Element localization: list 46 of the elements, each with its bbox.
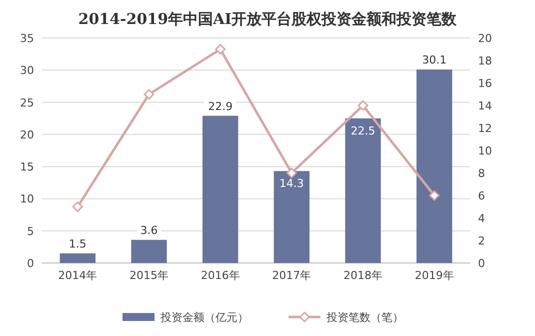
- y-tick-label: 35: [20, 32, 34, 45]
- y-tick-label: 25: [20, 96, 34, 110]
- y2-tick-label: 6: [478, 190, 485, 202]
- y2-tick-label: 0: [478, 257, 485, 270]
- point: [286, 168, 297, 178]
- bar: [131, 240, 167, 263]
- x-tick-label: 2017年: [272, 269, 312, 282]
- bar: [416, 70, 452, 263]
- y2-tick-label: 2: [478, 234, 485, 248]
- legend-label: 投资笔数（笔）: [326, 311, 404, 324]
- data-label: 1.5: [68, 237, 86, 250]
- point: [72, 202, 83, 212]
- data-label: 22.5: [350, 124, 376, 138]
- bar: [60, 253, 96, 263]
- y-tick-label: 20: [20, 128, 34, 142]
- y-tick-label: 0: [27, 257, 34, 270]
- y2-tick-label: 4: [478, 212, 485, 225]
- x-tick-label: 2019年: [414, 269, 454, 282]
- y2-tick-label: 18: [478, 54, 492, 68]
- chart-title: 2014-2019年中国AI开放平台股权投资金额和投资笔数: [78, 10, 458, 28]
- bar: [202, 116, 238, 263]
- legend-label: 投资金额（亿元）: [160, 311, 248, 324]
- x-tick-label: 2016年: [200, 269, 240, 282]
- x-tick-label: 2014年: [58, 269, 98, 282]
- point: [144, 89, 154, 100]
- point: [215, 44, 226, 54]
- x-tick-label: 2018年: [344, 269, 382, 282]
- point: [358, 100, 368, 111]
- y2-tick-label: 14: [478, 100, 492, 112]
- data-label: 30.1: [422, 54, 447, 66]
- bar: [274, 171, 310, 263]
- data-label: 14.3: [279, 177, 304, 190]
- bar: [345, 118, 381, 263]
- x-tick-label: 2015年: [130, 269, 168, 282]
- y2-tick-label: 12: [478, 122, 492, 135]
- y2-tick-label: 16: [478, 77, 492, 90]
- data-label: 3.6: [140, 224, 158, 237]
- y2-tick-label: 8: [478, 167, 485, 180]
- point: [429, 190, 440, 201]
- y-tick-label: 15: [20, 160, 34, 174]
- y2-tick-label: 20: [478, 32, 492, 45]
- data-label: 22.9: [208, 100, 233, 113]
- y-tick-label: 5: [27, 224, 34, 238]
- y-tick-label: 10: [20, 192, 34, 206]
- y-tick-label: 30: [20, 64, 34, 78]
- y2-tick-label: 10: [478, 144, 492, 158]
